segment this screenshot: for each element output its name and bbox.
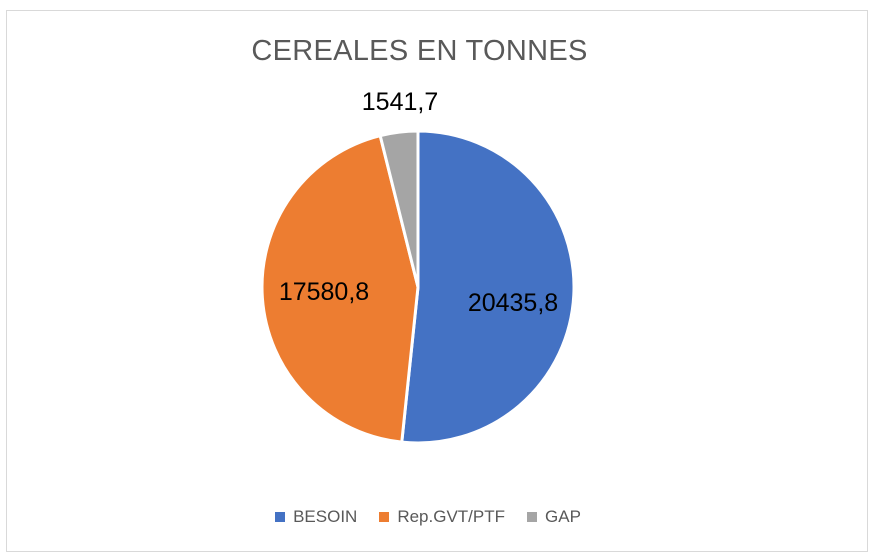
chart-legend: BESOIN Rep.GVT/PTF GAP xyxy=(7,507,849,527)
legend-label: Rep.GVT/PTF xyxy=(397,507,506,526)
pie-slices xyxy=(260,129,576,445)
data-label-gap: 1541,7 xyxy=(362,88,438,116)
chart-frame: CEREALES EN TONNES 20435,8 17580,8 1541,7 … xyxy=(6,10,868,552)
legend-item-rep-gvt-ptf: Rep.GVT/PTF xyxy=(379,507,505,527)
pie-slice-rep-gvt-ptf xyxy=(260,133,420,444)
legend-item-besoin: BESOIN xyxy=(275,507,357,527)
pie-slice-gap xyxy=(378,129,420,288)
chart-title: CEREALES EN TONNES xyxy=(251,35,588,67)
pie-data-labels: 20435,8 17580,8 1541,7 xyxy=(279,88,558,317)
legend-swatch xyxy=(379,512,390,522)
legend-label: GAP xyxy=(545,507,581,526)
legend-swatch xyxy=(527,512,538,522)
pie-chart: 20435,8 17580,8 1541,7 xyxy=(260,88,576,445)
legend-swatch xyxy=(275,512,286,522)
legend-item-gap: GAP xyxy=(527,507,581,527)
data-label-rep-gvt-ptf: 17580,8 xyxy=(279,278,369,306)
legend-label: BESOIN xyxy=(293,507,358,526)
pie-slice-besoin xyxy=(400,129,576,445)
data-label-besoin: 20435,8 xyxy=(468,289,558,317)
